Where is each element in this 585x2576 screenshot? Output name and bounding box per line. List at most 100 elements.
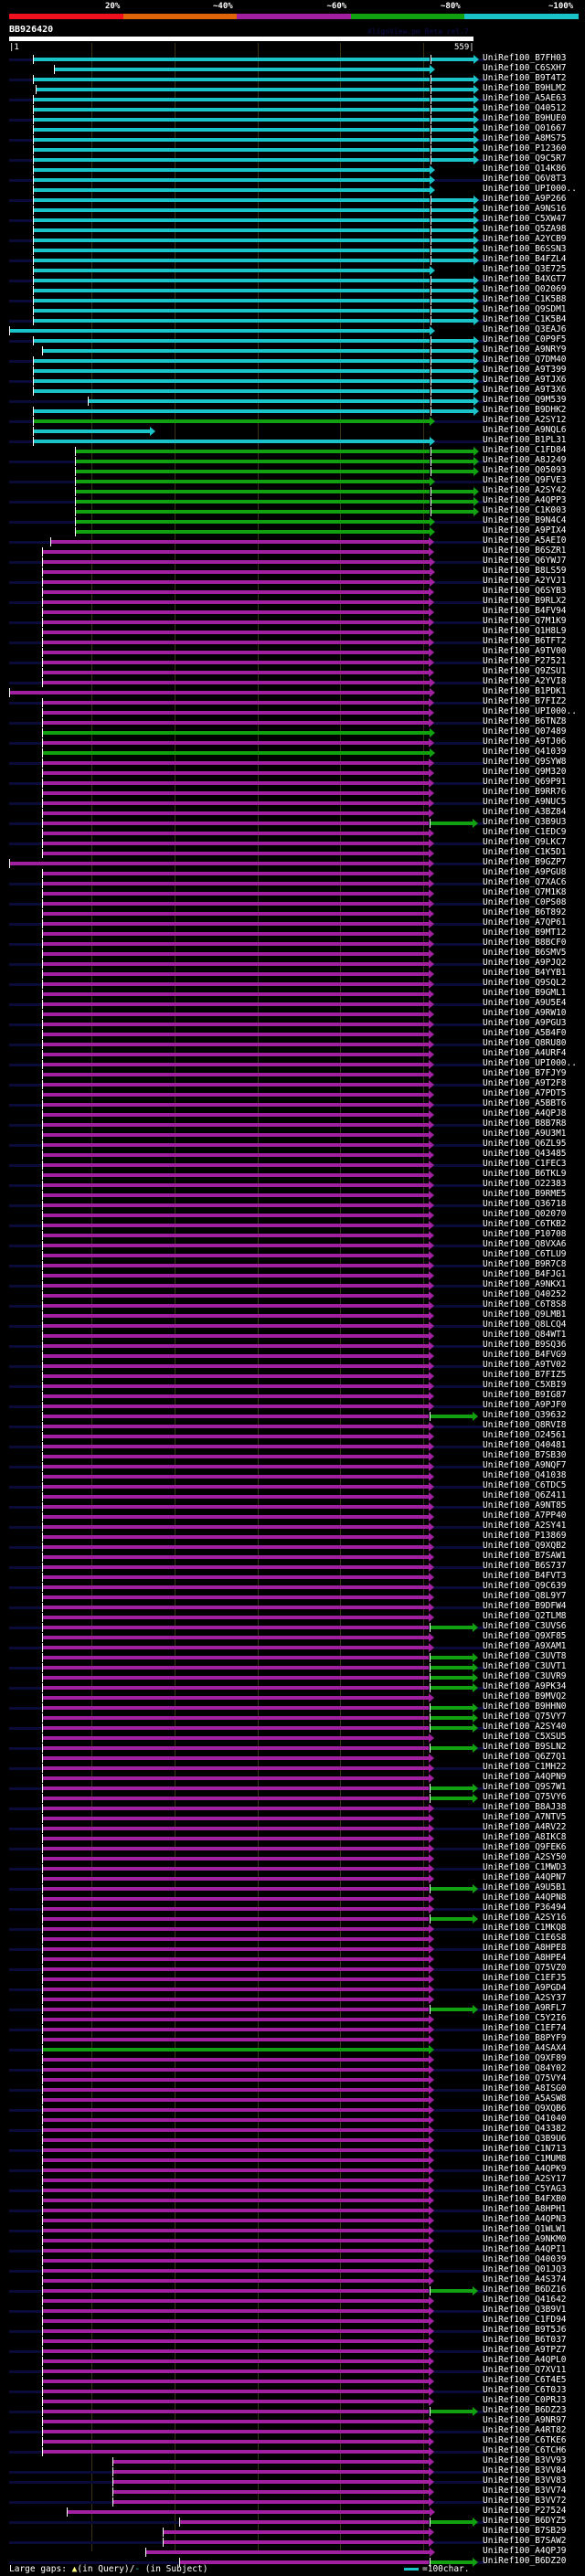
hit-label[interactable]: UniRef100_B9RLX2 (483, 596, 567, 606)
hit-row[interactable]: UniRef100_A9RFL7 (0, 2003, 585, 2015)
hit-label[interactable]: UniRef100_B9SQ36 (483, 1340, 567, 1350)
hit-row[interactable]: UniRef100_P36494 (0, 1903, 585, 1914)
hit-row[interactable]: UniRef100_A9NUC5 (0, 797, 585, 809)
hit-label[interactable]: UniRef100_A9PIX4 (483, 525, 567, 535)
hit-label[interactable]: UniRef100_B3VV74 (483, 2486, 567, 2496)
hit-label[interactable]: UniRef100_A9U5B1 (483, 1882, 567, 1892)
hit-row[interactable]: UniRef100_A2YVJ1 (0, 576, 585, 588)
hit-row[interactable]: UniRef100_A5ASW8 (0, 2094, 585, 2105)
hit-row[interactable]: UniRef100_Q7DM40 (0, 355, 585, 366)
hit-label[interactable]: UniRef100_Q5ZA98 (483, 224, 567, 234)
hit-label[interactable]: UniRef100_B9SLN2 (483, 1742, 567, 1752)
hit-label[interactable]: UniRef100_C6TCH6 (483, 2445, 567, 2455)
hit-row[interactable]: UniRef100_A7PDT5 (0, 1088, 585, 1100)
hit-label[interactable]: UniRef100_Q02070 (483, 1209, 567, 1219)
hit-row[interactable]: UniRef100_Q41038 (0, 1470, 585, 1482)
hit-label[interactable]: UniRef100_Q84WT1 (483, 1330, 567, 1340)
hit-row[interactable]: UniRef100_Q9FEK6 (0, 1842, 585, 1854)
hit-row[interactable]: UniRef100_Q75VY4 (0, 2073, 585, 2085)
hit-label[interactable]: UniRef100_B7FH03 (483, 53, 567, 63)
hit-row[interactable]: UniRef100_Q3B9V1 (0, 2305, 585, 2316)
hit-row[interactable]: UniRef100_B3VV83 (0, 2475, 585, 2487)
hit-row[interactable]: UniRef100_B9N4C4 (0, 515, 585, 527)
hit-row[interactable]: UniRef100_B6TFT2 (0, 636, 585, 648)
hit-label[interactable]: UniRef100_B4FXB0 (483, 2194, 567, 2204)
hit-row[interactable]: UniRef100_B4FXB0 (0, 2194, 585, 2206)
hit-row[interactable]: UniRef100_C1N713 (0, 2144, 585, 2156)
hit-row[interactable]: UniRef100_C6TKE6 (0, 2435, 585, 2447)
hit-label[interactable]: UniRef100_Q9XF85 (483, 1631, 567, 1641)
hit-row[interactable]: UniRef100_P13869 (0, 1531, 585, 1542)
hit-label[interactable]: UniRef100_B7SAW1 (483, 1551, 567, 1561)
hit-row[interactable]: UniRef100_B9HLM2 (0, 83, 585, 95)
hit-row[interactable]: UniRef100_Q5ZA98 (0, 224, 585, 236)
hit-label[interactable]: UniRef100_Q9SDM1 (483, 304, 567, 314)
hit-row[interactable]: UniRef100_Q02070 (0, 1209, 585, 1221)
hit-label[interactable]: UniRef100_B6TKL9 (483, 1169, 567, 1179)
hit-label[interactable]: UniRef100_A2YCB9 (483, 234, 567, 244)
hit-row[interactable]: UniRef100_Q01JQ3 (0, 2264, 585, 2276)
hit-label[interactable]: UniRef100_Q07489 (483, 726, 567, 737)
hit-row[interactable]: UniRef100_Q7XV11 (0, 2365, 585, 2377)
hit-label[interactable]: UniRef100_A9XAM1 (483, 1641, 567, 1651)
hit-row[interactable]: UniRef100_Q41642 (0, 2295, 585, 2306)
hit-label[interactable]: UniRef100_B4XGT7 (483, 274, 567, 284)
hit-row[interactable]: UniRef100_A4QPJ9 (0, 2546, 585, 2558)
hit-label[interactable]: UniRef100_C6TDC5 (483, 1480, 567, 1490)
hit-row[interactable]: UniRef100_Q9LMB1 (0, 1309, 585, 1321)
hit-label[interactable]: UniRef100_Q43485 (483, 1149, 567, 1159)
hit-label[interactable]: UniRef100_B7SAW2 (483, 2536, 567, 2546)
hit-label[interactable]: UniRef100_B9GML1 (483, 988, 567, 998)
hit-label[interactable]: UniRef100_C1K5B4 (483, 314, 567, 324)
hit-label[interactable]: UniRef100_B8PYF9 (483, 2033, 567, 2043)
hit-label[interactable]: UniRef100_Q40481 (483, 1440, 567, 1450)
hit-row[interactable]: UniRef100_B9IG87 (0, 1390, 585, 1402)
hit-row[interactable]: UniRef100_A9XAM1 (0, 1641, 585, 1653)
hit-row[interactable]: UniRef100_A9PIX4 (0, 525, 585, 537)
hit-label[interactable]: UniRef100_B6DYZ5 (483, 2516, 567, 2526)
hit-label[interactable]: UniRef100_A9NQF7 (483, 1460, 567, 1470)
hit-label[interactable]: UniRef100_B8B7R8 (483, 1118, 567, 1129)
hit-row[interactable]: UniRef100_Q2TLM8 (0, 1611, 585, 1623)
hit-row[interactable]: UniRef100_B9SLN2 (0, 1742, 585, 1754)
hit-row[interactable]: UniRef100_A4URF4 (0, 1048, 585, 1060)
hit-row[interactable]: UniRef100_A9NRY9 (0, 345, 585, 356)
hit-row[interactable]: UniRef100_Q6SYB3 (0, 586, 585, 598)
hit-label[interactable]: UniRef100_C5YAG3 (483, 2184, 567, 2194)
hit-row[interactable]: UniRef100_O22383 (0, 1179, 585, 1191)
hit-label[interactable]: UniRef100_B9R7C8 (483, 1259, 567, 1269)
hit-row[interactable]: UniRef100_B4FVG9 (0, 1350, 585, 1362)
hit-label[interactable]: UniRef100_A4RT82 (483, 2425, 567, 2435)
hit-row[interactable]: UniRef100_A4QPL0 (0, 2355, 585, 2367)
hit-label[interactable]: UniRef100_B4YYB1 (483, 968, 567, 978)
hit-label[interactable]: UniRef100_B6SMV5 (483, 948, 567, 958)
hit-row[interactable]: UniRef100_B3VV72 (0, 2496, 585, 2507)
hit-label[interactable]: UniRef100_Q8LCQ4 (483, 1320, 567, 1330)
hit-label[interactable]: UniRef100_C3UVT1 (483, 1661, 567, 1671)
hit-label[interactable]: UniRef100_Q9ZSU1 (483, 666, 567, 676)
hit-row[interactable]: UniRef100_Q9SYW8 (0, 757, 585, 769)
hit-label[interactable]: UniRef100_P27521 (483, 656, 567, 666)
hit-label[interactable]: UniRef100_A2SY17 (483, 2174, 567, 2184)
hit-label[interactable]: UniRef100_Q40512 (483, 103, 567, 113)
hit-row[interactable]: UniRef100_Q05093 (0, 465, 585, 477)
hit-row[interactable]: UniRef100_B7FJY9 (0, 1068, 585, 1080)
hit-row[interactable]: UniRef100_A8HPE8 (0, 1943, 585, 1955)
hit-row[interactable]: UniRef100_C1FD84 (0, 445, 585, 457)
hit-row[interactable]: UniRef100_C1K5B4 (0, 314, 585, 326)
hit-label[interactable]: UniRef100_Q41642 (483, 2295, 567, 2305)
hit-row[interactable]: UniRef100_Q9XQB2 (0, 1541, 585, 1553)
hit-label[interactable]: UniRef100_Q75VY4 (483, 2073, 567, 2083)
hit-row[interactable]: UniRef100_Q8L9Y7 (0, 1591, 585, 1603)
hit-label[interactable]: UniRef100_C1EDC9 (483, 827, 567, 837)
hit-row[interactable]: UniRef100_Q8RVI8 (0, 1420, 585, 1432)
hit-row[interactable]: UniRef100_O24561 (0, 1430, 585, 1442)
hit-label[interactable]: UniRef100_A9NKX1 (483, 1279, 567, 1289)
hit-label[interactable]: UniRef100_Q7M1K8 (483, 887, 567, 897)
hit-row[interactable]: UniRef100_Q9XQB6 (0, 2104, 585, 2115)
hit-label[interactable]: UniRef100_A2YVI8 (483, 676, 567, 686)
hit-row[interactable]: UniRef100_A9NQF7 (0, 1460, 585, 1472)
hit-row[interactable]: UniRef100_A4SAX4 (0, 2043, 585, 2055)
hit-row[interactable]: UniRef100_C5XW47 (0, 214, 585, 226)
hit-row[interactable]: UniRef100_A4RT82 (0, 2425, 585, 2437)
